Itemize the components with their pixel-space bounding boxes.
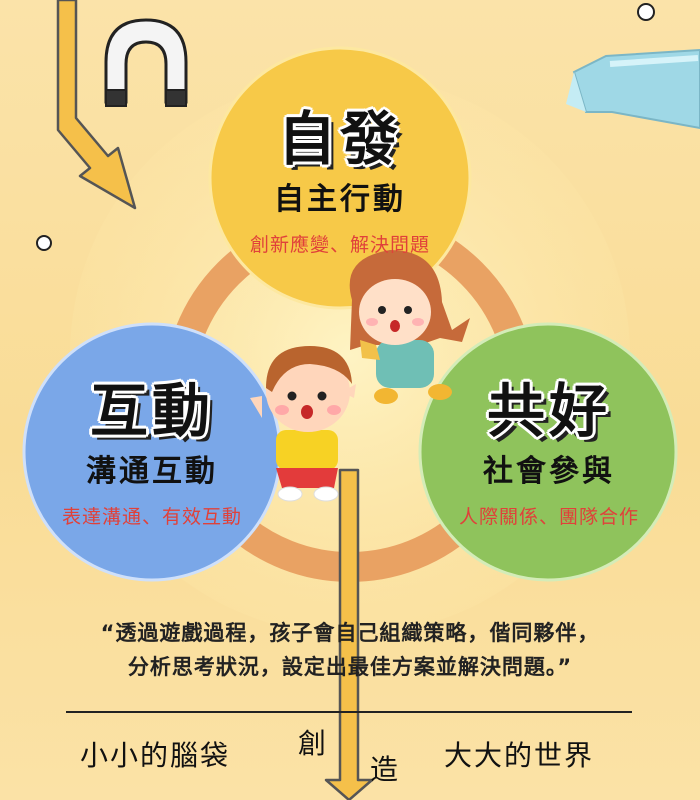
quote-text: “透過遊戲過程，孩子會自己組織策略，偕同夥伴， 分析思考狀況，設定出最佳方案並解… [0,616,700,684]
dot-decoration [637,3,655,21]
circle-interaction-desc: 表達溝通、有效互動 [61,506,242,528]
girl-character-illustration [349,250,470,404]
quote-line-2: 分析思考狀況，設定出最佳方案並解決問題。” [127,655,573,679]
dot-decoration [36,235,52,251]
arrow-down-left-decoration [56,0,137,210]
arrow-down-center-decoration [324,468,374,800]
circle-common-good-desc: 人際關係、團隊合作 [458,506,639,528]
slogan-right: 大大的世界 [444,739,595,772]
quote-line-1: “透過遊戲過程，孩子會自己組織策略，偕同夥伴， [100,621,600,645]
circle-interaction-text: 互動 溝通互動 表達溝通、有效互動 [42,382,262,529]
circle-autonomy-title: 自發 [277,105,402,173]
slogan-mid-1: 創 [298,727,329,760]
circle-common-good [418,322,678,582]
circle-common-good-title: 共好 [486,377,611,445]
circle-interaction-subtitle: 溝通互動 [86,454,218,489]
crayon-decoration [566,48,700,130]
boy-character-illustration [250,346,356,502]
slogan-left: 小小的腦袋 [80,739,231,772]
circle-autonomy-desc: 創新應變、解決問題 [249,234,430,256]
slogan-mid-2: 造 [370,753,401,786]
circle-autonomy-subtitle: 自主行動 [274,182,406,217]
circle-autonomy-text: 自發 自主行動 創新應變、解決問題 [220,110,460,257]
magnet-icon [104,18,188,107]
circle-common-good-subtitle: 社會參與 [483,454,615,489]
circle-common-good-text: 共好 社會參與 人際關係、團隊合作 [424,382,674,529]
circle-interaction-title: 互動 [89,377,214,445]
circle-autonomy [208,46,472,310]
